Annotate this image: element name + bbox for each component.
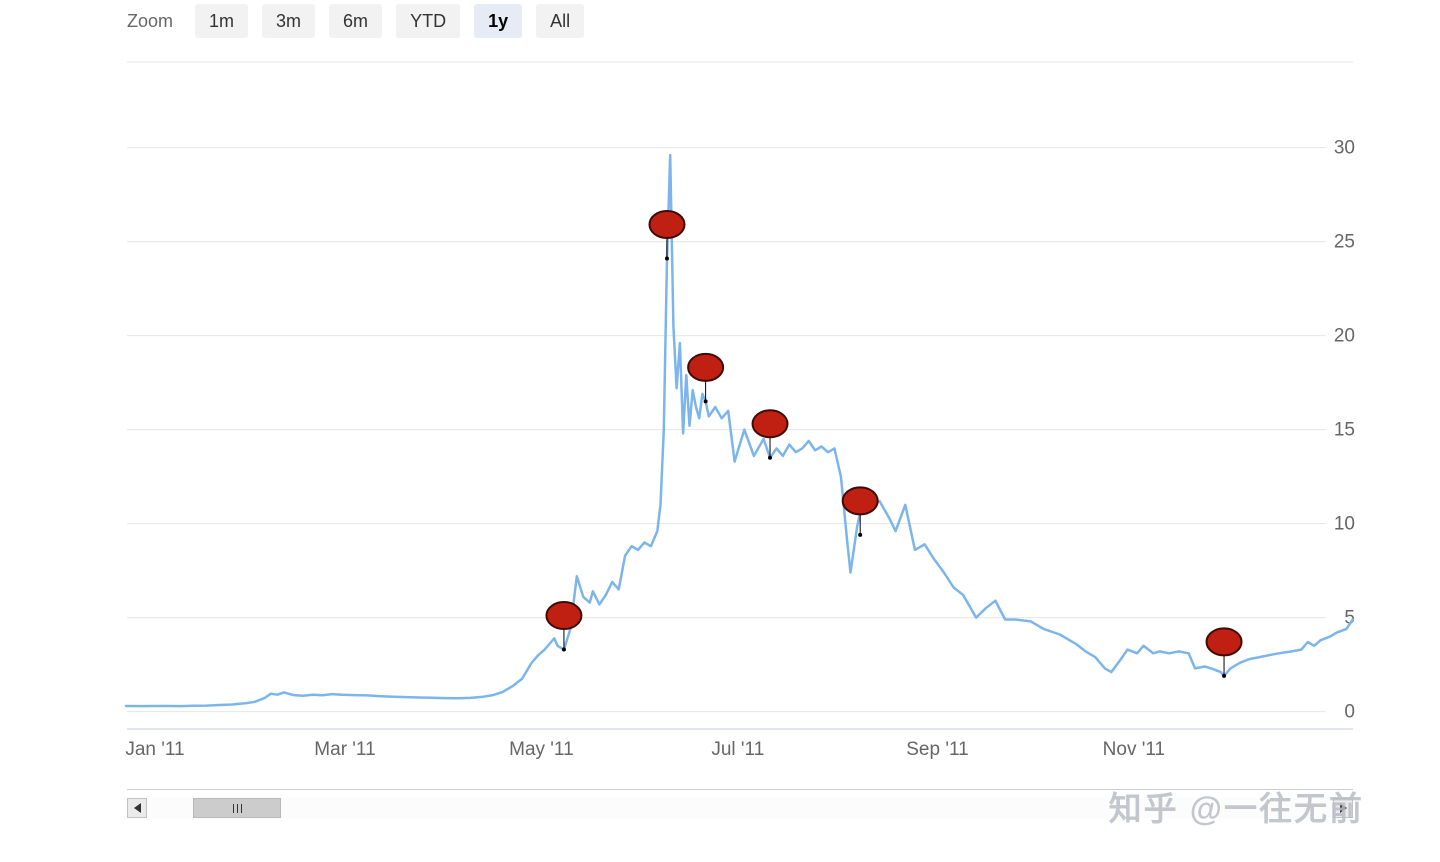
- zoom-label: Zoom: [127, 10, 174, 31]
- flag-anchor-dot: [561, 647, 566, 652]
- y-axis-label: 10: [1334, 514, 1355, 535]
- scrollbar-top-border: [127, 789, 1353, 790]
- event-flag[interactable]: [545, 601, 583, 631]
- x-axis-label: Jul '11: [711, 739, 764, 760]
- scrollbar-grip-line: [232, 803, 234, 813]
- zoom-button-1y[interactable]: 1y: [474, 4, 523, 38]
- x-axis-label: Sep '11: [906, 739, 968, 760]
- zoom-button-1m[interactable]: 1m: [195, 4, 249, 38]
- flag-anchor-dot: [664, 256, 669, 261]
- event-flag[interactable]: [751, 409, 789, 439]
- y-axis-label: 15: [1334, 420, 1355, 441]
- event-flag[interactable]: [841, 486, 879, 516]
- scrollbar-track[interactable]: [147, 798, 1333, 818]
- event-flag[interactable]: [687, 352, 725, 382]
- y-axis-label: 30: [1334, 138, 1355, 159]
- y-axis-label: 5: [1344, 608, 1355, 629]
- scrollbar: [127, 798, 1353, 818]
- zoom-button-3m[interactable]: 3m: [262, 4, 316, 38]
- flag-anchor-dot: [703, 399, 708, 404]
- x-axis-label: Mar '11: [314, 739, 375, 760]
- flag-anchor-dot: [858, 532, 863, 537]
- zoom-button-ytd[interactable]: YTD: [396, 4, 461, 38]
- y-axis-label: 25: [1334, 232, 1355, 253]
- scrollbar-right-arrow[interactable]: [1333, 798, 1353, 818]
- zoom-button-all[interactable]: All: [536, 4, 585, 38]
- scrollbar-grip-line: [236, 803, 238, 813]
- scrollbar-left-arrow[interactable]: [127, 798, 147, 818]
- event-flag[interactable]: [648, 210, 686, 240]
- zoom-button-6m[interactable]: 6m: [329, 4, 383, 38]
- flag-anchor-dot: [1222, 673, 1227, 678]
- price-line-series[interactable]: [124, 153, 1355, 708]
- y-axis-label: 0: [1344, 702, 1355, 723]
- zoom-toolbar: Zoom 1m 3m 6m YTD 1y All: [127, 3, 598, 39]
- y-axis-label: 20: [1334, 326, 1355, 347]
- left-arrow-icon: [133, 803, 141, 813]
- flag-anchor-dot: [768, 455, 773, 460]
- scrollbar-thumb[interactable]: [193, 798, 281, 818]
- x-axis-label: Jan '11: [125, 739, 184, 760]
- event-flag[interactable]: [1205, 627, 1243, 657]
- x-axis-label: Nov '11: [1103, 739, 1165, 760]
- right-arrow-icon: [1339, 803, 1347, 813]
- x-axis-label: May '11: [509, 739, 574, 760]
- scrollbar-grip-line: [240, 803, 242, 813]
